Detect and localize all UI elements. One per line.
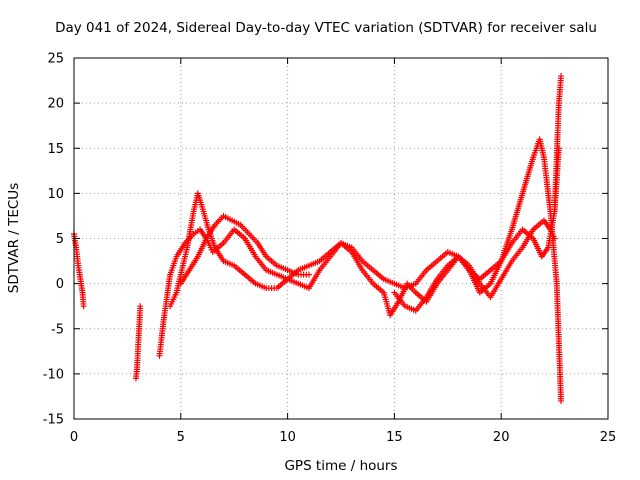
series-sat-d xyxy=(167,136,565,404)
data-point xyxy=(551,235,558,242)
y-axis-label: SDTVAR / TECUs xyxy=(6,183,22,293)
data-point xyxy=(80,303,87,310)
series-sat-c xyxy=(156,145,562,359)
x-tick-label: 20 xyxy=(493,430,510,445)
data-marks xyxy=(71,73,565,404)
series-sat-a xyxy=(71,230,87,310)
data-point xyxy=(137,303,144,310)
y-tick-label: 20 xyxy=(47,97,64,112)
data-point xyxy=(558,397,565,404)
y-tick-label: 15 xyxy=(47,142,64,157)
y-tick-label: 0 xyxy=(56,277,64,292)
data-point xyxy=(305,271,312,278)
x-tick-label: 15 xyxy=(386,430,403,445)
series-sat-g xyxy=(551,73,565,215)
y-tick-label: 5 xyxy=(56,232,64,247)
axis-ticks: 0 5 10 15 20 25 -15 -10 -5 0 5 10 15 20 25 xyxy=(43,52,617,446)
x-axis-label: GPS time / hours xyxy=(284,458,397,474)
y-tick-label: -10 xyxy=(43,367,64,382)
grid xyxy=(74,58,608,419)
data-point xyxy=(558,73,565,80)
y-tick-label: -15 xyxy=(43,413,64,428)
series-sat-e xyxy=(177,212,312,287)
x-tick-label: 5 xyxy=(177,430,185,445)
series-sat-f xyxy=(391,217,558,314)
series-sat-b xyxy=(132,303,144,382)
y-tick-label: -5 xyxy=(51,322,64,337)
chart-title: Day 041 of 2024, Sidereal Day-to-day VTE… xyxy=(55,20,597,36)
x-tick-label: 10 xyxy=(279,430,296,445)
x-tick-label: 0 xyxy=(70,430,78,445)
y-tick-label: 10 xyxy=(47,187,64,202)
y-tick-label: 25 xyxy=(47,52,64,67)
x-tick-label: 25 xyxy=(600,430,617,445)
